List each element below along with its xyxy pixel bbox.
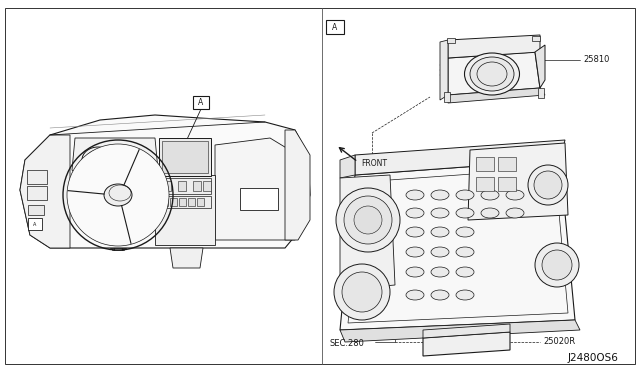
Ellipse shape — [431, 190, 449, 200]
Ellipse shape — [456, 190, 474, 200]
Circle shape — [542, 250, 572, 280]
Ellipse shape — [406, 208, 424, 218]
Bar — [447, 38, 455, 43]
Ellipse shape — [481, 208, 499, 218]
Circle shape — [344, 196, 392, 244]
Bar — [163, 181, 171, 191]
Ellipse shape — [465, 53, 520, 95]
Ellipse shape — [431, 247, 449, 257]
Circle shape — [342, 272, 382, 312]
Ellipse shape — [431, 208, 449, 218]
Ellipse shape — [470, 57, 514, 91]
Bar — [444, 92, 450, 102]
Polygon shape — [448, 35, 540, 58]
Bar — [162, 141, 208, 173]
Bar — [28, 218, 42, 230]
Ellipse shape — [406, 290, 424, 300]
Ellipse shape — [456, 227, 474, 237]
Bar — [170, 198, 177, 206]
Circle shape — [334, 264, 390, 320]
Ellipse shape — [456, 247, 474, 257]
Ellipse shape — [431, 227, 449, 237]
Circle shape — [67, 144, 169, 246]
Polygon shape — [535, 45, 545, 88]
Text: SEC.280: SEC.280 — [330, 339, 365, 347]
Ellipse shape — [456, 267, 474, 277]
Bar — [197, 198, 204, 206]
Ellipse shape — [481, 190, 499, 200]
Polygon shape — [170, 248, 203, 268]
Polygon shape — [448, 52, 540, 95]
Bar — [159, 178, 211, 194]
Bar — [188, 198, 195, 206]
Bar — [161, 198, 168, 206]
Text: 25810: 25810 — [583, 55, 609, 64]
Polygon shape — [340, 160, 575, 330]
Polygon shape — [340, 155, 355, 178]
Bar — [28, 205, 44, 215]
Ellipse shape — [104, 184, 132, 206]
Polygon shape — [72, 138, 158, 178]
Bar — [193, 96, 209, 109]
Text: A: A — [332, 22, 338, 32]
Ellipse shape — [406, 190, 424, 200]
Bar — [27, 170, 47, 184]
Bar — [498, 177, 516, 191]
Bar — [240, 188, 278, 210]
Bar — [179, 198, 186, 206]
Bar — [203, 181, 211, 191]
Polygon shape — [440, 40, 448, 100]
Text: J2480OS6: J2480OS6 — [567, 353, 618, 363]
Bar — [159, 196, 211, 208]
Polygon shape — [340, 320, 580, 342]
Polygon shape — [423, 324, 510, 338]
Polygon shape — [20, 115, 310, 248]
Ellipse shape — [506, 190, 524, 200]
Ellipse shape — [406, 247, 424, 257]
Polygon shape — [20, 135, 70, 248]
Bar — [178, 181, 186, 191]
Text: 25020R: 25020R — [543, 337, 575, 346]
Bar — [159, 138, 211, 176]
Polygon shape — [285, 130, 310, 240]
Polygon shape — [155, 175, 215, 245]
Bar — [193, 181, 201, 191]
Circle shape — [534, 171, 562, 199]
Circle shape — [535, 243, 579, 287]
Text: FRONT: FRONT — [361, 158, 387, 167]
Polygon shape — [215, 138, 300, 240]
Polygon shape — [468, 143, 568, 220]
Polygon shape — [355, 140, 565, 175]
Ellipse shape — [406, 267, 424, 277]
Circle shape — [354, 206, 382, 234]
Polygon shape — [423, 332, 510, 356]
Bar — [532, 36, 540, 41]
Circle shape — [528, 165, 568, 205]
Ellipse shape — [506, 208, 524, 218]
Bar — [476, 177, 494, 191]
Bar — [27, 186, 47, 200]
Circle shape — [336, 188, 400, 252]
Bar — [498, 157, 516, 171]
Polygon shape — [340, 175, 395, 290]
Ellipse shape — [431, 290, 449, 300]
Text: A: A — [198, 98, 204, 107]
Bar — [476, 157, 494, 171]
Bar — [538, 88, 544, 98]
Polygon shape — [448, 88, 545, 103]
Bar — [326, 20, 344, 34]
Ellipse shape — [431, 267, 449, 277]
Ellipse shape — [456, 290, 474, 300]
Ellipse shape — [406, 227, 424, 237]
Text: A: A — [33, 221, 36, 227]
Ellipse shape — [456, 208, 474, 218]
